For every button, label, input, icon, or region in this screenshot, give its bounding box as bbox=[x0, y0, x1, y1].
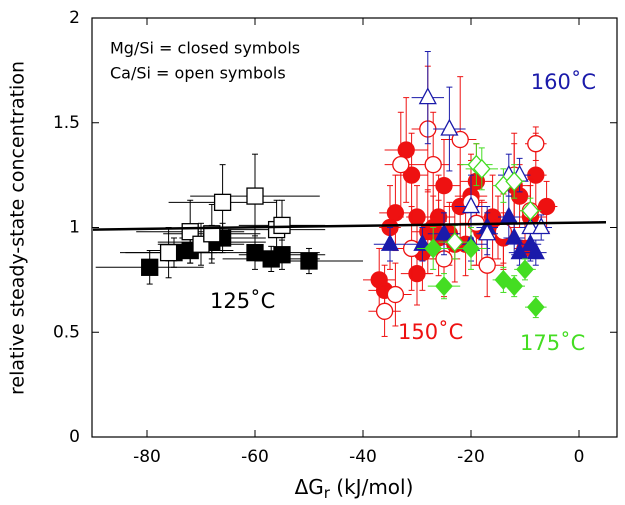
diamond-marker bbox=[462, 238, 480, 259]
square-marker bbox=[141, 258, 159, 276]
diamond-marker bbox=[472, 158, 491, 179]
square-marker bbox=[300, 252, 318, 270]
y-tick-label: 2 bbox=[69, 8, 80, 28]
triangle-marker bbox=[440, 118, 459, 136]
square-marker bbox=[159, 243, 178, 262]
fit-line bbox=[92, 221, 607, 231]
triangle-marker bbox=[505, 227, 524, 245]
x-tick-label: -60 bbox=[241, 447, 269, 467]
annotation: 125˚C bbox=[210, 289, 275, 313]
x-tick-label: -80 bbox=[133, 447, 161, 467]
x-axis-label: ΔGr (kJ/mol) bbox=[295, 475, 414, 502]
annotation: 150˚C bbox=[398, 320, 463, 344]
triangle-marker bbox=[434, 223, 454, 241]
x-tick-label: -20 bbox=[457, 447, 485, 467]
annotation: 160˚C bbox=[531, 70, 596, 94]
square-marker bbox=[246, 243, 264, 262]
circle-marker bbox=[478, 256, 496, 274]
x-label-rest: (kJ/mol) bbox=[330, 475, 413, 499]
diamond-marker bbox=[516, 259, 534, 280]
diamond-marker bbox=[424, 238, 443, 259]
y-tick-label: 1 bbox=[69, 218, 80, 238]
x-tick-label: -40 bbox=[349, 447, 377, 467]
diamond-marker bbox=[526, 297, 545, 318]
square-marker bbox=[213, 193, 232, 212]
annotation: Ca/Si = open symbols bbox=[110, 64, 286, 83]
circle-marker bbox=[527, 135, 545, 153]
triangle-marker bbox=[526, 242, 545, 260]
diamond-marker bbox=[445, 232, 464, 253]
annotation: Mg/Si = closed symbols bbox=[110, 39, 300, 58]
circle-marker bbox=[386, 285, 405, 304]
square-marker bbox=[246, 187, 264, 205]
triangle-marker bbox=[478, 223, 497, 241]
triangle-marker bbox=[521, 217, 540, 235]
triangle-marker bbox=[461, 196, 481, 214]
y-tick-label: 1.5 bbox=[53, 113, 80, 133]
annotation: 175˚C bbox=[520, 331, 585, 355]
circle-marker bbox=[408, 264, 426, 283]
x-label-sub: r bbox=[324, 484, 331, 502]
triangle-marker bbox=[532, 217, 551, 235]
circle-marker bbox=[392, 155, 410, 174]
circle-marker bbox=[537, 197, 556, 216]
y-axis-label: relative steady-state concentration bbox=[7, 61, 29, 395]
x-label-main: ΔG bbox=[295, 475, 324, 499]
circle-marker bbox=[435, 176, 453, 195]
square-marker bbox=[273, 216, 291, 235]
square-marker bbox=[203, 225, 221, 243]
y-tick-label: 0.5 bbox=[53, 322, 80, 342]
diamond-marker bbox=[505, 276, 524, 297]
circle-marker bbox=[375, 302, 394, 320]
triangle-marker bbox=[510, 242, 529, 260]
diamond-marker bbox=[521, 200, 540, 221]
diamond-marker bbox=[505, 171, 524, 192]
x-tick-label: 0 bbox=[574, 447, 585, 467]
triangle-marker bbox=[418, 87, 437, 105]
y-tick-label: 0 bbox=[69, 427, 80, 447]
circle-marker bbox=[402, 166, 421, 184]
circle-marker bbox=[424, 155, 442, 174]
triangle-marker bbox=[380, 233, 400, 251]
diamond-marker bbox=[435, 276, 453, 297]
